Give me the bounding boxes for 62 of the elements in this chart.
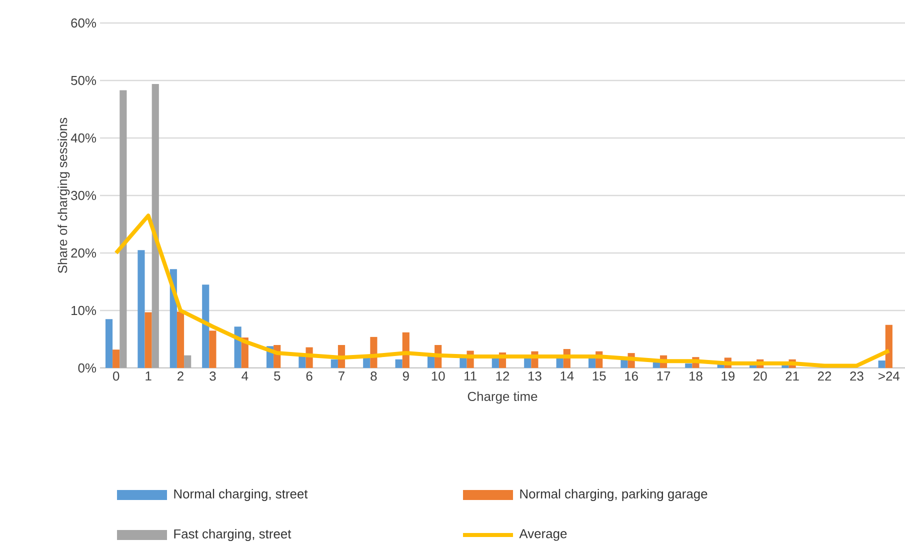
legend-label: Normal charging, parking garage xyxy=(520,488,708,502)
x-tick-label: 23 xyxy=(850,372,864,381)
bar xyxy=(885,324,892,368)
y-tick-label: 0% xyxy=(78,363,96,373)
bar xyxy=(176,312,184,368)
bar xyxy=(427,356,435,368)
legend-label: Average xyxy=(519,529,567,541)
y-tick-label: 30% xyxy=(71,190,96,200)
bar xyxy=(112,350,120,368)
x-tick-label: 3 xyxy=(210,372,216,381)
x-tick-label: 20 xyxy=(754,372,767,381)
x-tick-label: 21 xyxy=(786,372,799,381)
bar xyxy=(460,358,467,368)
x-tick-label: 6 xyxy=(306,372,312,381)
x-tick-label: 7 xyxy=(338,372,344,380)
bar xyxy=(878,360,886,368)
y-tick-label: 10% xyxy=(72,306,96,316)
bar xyxy=(524,358,532,368)
x-tick-label: 0 xyxy=(113,372,120,381)
bar xyxy=(202,284,210,368)
bar xyxy=(492,358,499,368)
bar xyxy=(105,319,113,368)
bar xyxy=(588,358,596,368)
bar xyxy=(652,362,660,368)
bar xyxy=(152,84,159,368)
bar xyxy=(685,363,692,368)
bar xyxy=(620,359,628,368)
y-axis-title: Share of charging sessions xyxy=(58,118,70,274)
x-tick-label: 17 xyxy=(657,372,670,380)
legend-label: Normal charging, street xyxy=(174,488,308,502)
x-tick-label: 22 xyxy=(818,372,832,381)
x-tick-label: 15 xyxy=(592,372,606,381)
x-axis-title: Charge time xyxy=(468,392,538,404)
bar xyxy=(330,359,338,368)
x-tick-label: 1 xyxy=(146,372,152,380)
y-tick-label: 40% xyxy=(70,133,96,143)
x-tick-label: 13 xyxy=(528,372,542,381)
x-tick-label: 12 xyxy=(496,372,510,381)
y-tick-label: 50% xyxy=(71,76,96,86)
bar xyxy=(298,356,306,368)
bar xyxy=(184,355,192,368)
x-tick-label: 2 xyxy=(178,372,184,381)
x-tick-label: 19 xyxy=(722,372,734,381)
bar xyxy=(556,358,564,368)
x-tick-label: 11 xyxy=(464,372,476,380)
x-tick-label: 10 xyxy=(432,372,445,381)
x-tick-label: 8 xyxy=(370,372,377,381)
x-tick-label: 16 xyxy=(625,372,638,381)
legend-label: Fast charging, street xyxy=(174,528,292,542)
bar xyxy=(138,250,145,368)
bar xyxy=(395,359,402,368)
x-tick-label: 9 xyxy=(402,372,409,381)
bar xyxy=(120,90,127,368)
x-tick-label: 14 xyxy=(560,372,574,380)
bar xyxy=(144,312,152,368)
x-tick-label: >24 xyxy=(878,372,900,381)
x-tick-label: 4 xyxy=(242,372,248,380)
x-tick-label: 5 xyxy=(274,372,280,381)
y-tick-label: 20% xyxy=(71,248,96,258)
x-tick-label: 18 xyxy=(689,372,702,381)
bar xyxy=(209,330,216,368)
y-tick-label: 60% xyxy=(71,18,96,28)
